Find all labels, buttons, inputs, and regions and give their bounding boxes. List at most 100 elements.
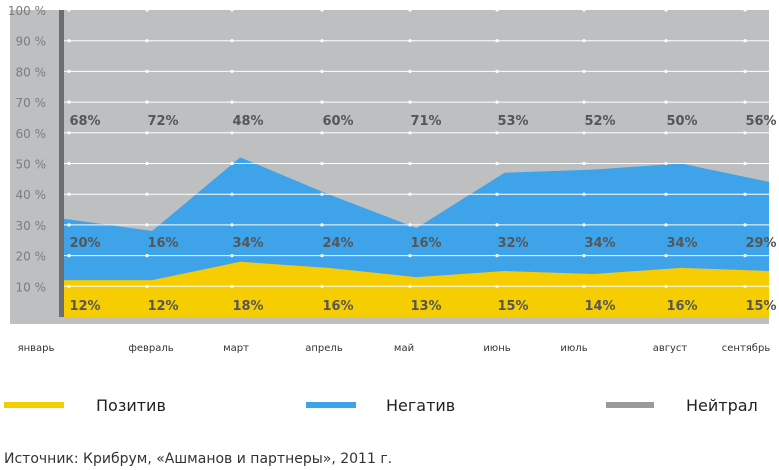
grid-dot <box>320 100 324 104</box>
grid-dot <box>320 69 324 73</box>
grid-dot <box>582 100 586 104</box>
grid-dot <box>495 223 499 227</box>
data-label: 16% <box>147 236 178 251</box>
data-label: 12% <box>147 299 178 314</box>
y-tick-label: 100 % <box>8 4 46 18</box>
legend-swatch-neutral <box>606 402 654 408</box>
grid-dot <box>743 100 747 104</box>
grid-dot <box>582 254 586 258</box>
grid-dot <box>664 100 668 104</box>
grid-dot <box>408 69 412 73</box>
grid-dot <box>408 192 412 196</box>
grid-dot <box>664 223 668 227</box>
x-tick-label: август <box>653 343 688 354</box>
source-note: Источник: Крибрум, «Ашманов и партнеры»,… <box>4 451 393 467</box>
data-label: 15% <box>497 299 528 314</box>
grid-dot <box>743 254 747 258</box>
data-label: 12% <box>69 299 100 314</box>
legend-swatch-negative <box>306 402 356 408</box>
y-tick-label: 80 % <box>16 65 47 79</box>
data-label: 24% <box>322 236 353 251</box>
x-tick-label: июль <box>560 343 587 354</box>
data-label: 16% <box>410 236 441 251</box>
grid-dot <box>495 8 499 12</box>
data-label: 52% <box>584 114 615 129</box>
data-label: 16% <box>666 299 697 314</box>
grid-dot <box>582 8 586 12</box>
legend-label-positive: Позитив <box>96 395 166 415</box>
y-axis-bar <box>59 10 64 317</box>
grid-dot <box>495 192 499 196</box>
grid-dot <box>743 284 747 288</box>
grid-dot <box>67 223 71 227</box>
grid-dot <box>145 131 149 135</box>
grid-dot <box>230 69 234 73</box>
grid-dot <box>67 161 71 166</box>
data-label: 18% <box>232 299 263 314</box>
grid-dot <box>145 254 149 258</box>
grid-dot <box>495 254 499 258</box>
grid-dot <box>145 161 149 166</box>
grid-dot <box>495 100 499 104</box>
grid-dot <box>743 8 747 12</box>
grid-dot <box>67 192 71 196</box>
x-tick-label: июнь <box>483 343 510 354</box>
y-tick-label: 70 % <box>16 96 47 110</box>
grid-dot <box>145 223 149 227</box>
grid-dot <box>230 100 234 104</box>
grid-dot <box>230 223 234 227</box>
data-label: 16% <box>322 299 353 314</box>
grid-dot <box>230 284 234 288</box>
grid-dot <box>582 39 586 43</box>
grid-dot <box>495 131 499 135</box>
data-label: 14% <box>584 299 615 314</box>
data-label: 15% <box>745 299 776 314</box>
y-tick-label: 30 % <box>16 219 47 233</box>
grid-dot <box>664 161 668 166</box>
grid-dot <box>320 39 324 43</box>
grid-dot <box>408 161 412 166</box>
grid-dot <box>320 161 324 166</box>
data-label: 34% <box>666 236 697 251</box>
grid-dot <box>67 69 71 73</box>
grid-dot <box>664 69 668 73</box>
grid-dot <box>230 192 234 196</box>
x-tick-label: сентябрь <box>722 343 771 354</box>
grid-dot <box>320 192 324 196</box>
grid-dot <box>582 223 586 227</box>
grid-dot <box>67 254 71 258</box>
x-tick-label: январь <box>18 343 55 354</box>
grid-dot <box>408 100 412 104</box>
data-label: 13% <box>410 299 441 314</box>
grid-dot <box>743 192 747 196</box>
legend-item-positive: Позитив <box>4 393 166 417</box>
data-label: 72% <box>147 114 178 129</box>
data-label: 60% <box>322 114 353 129</box>
area-series-1 <box>64 261 769 317</box>
grid-dot <box>495 284 499 288</box>
y-tick-label: 40 % <box>16 188 47 202</box>
grid-dot <box>743 161 747 166</box>
area-series-2 <box>64 157 769 281</box>
grid-dot <box>320 284 324 288</box>
y-tick-label: 60 % <box>16 127 47 141</box>
grid-dot <box>664 284 668 288</box>
grid-dot <box>230 131 234 135</box>
data-label: 29% <box>745 236 776 251</box>
grid-dot <box>408 254 412 258</box>
grid-dot <box>664 192 668 196</box>
grid-dot <box>320 254 324 258</box>
x-tick-label: февраль <box>128 343 173 354</box>
grid-dot <box>582 69 586 73</box>
grid-dot <box>495 161 499 166</box>
grid-dot <box>408 8 412 12</box>
data-label: 32% <box>497 236 528 251</box>
x-tick-label: апрель <box>305 343 343 354</box>
grid-dot <box>67 100 71 104</box>
grid-dot <box>230 161 234 166</box>
grid-dot <box>664 254 668 258</box>
data-label: 56% <box>745 114 776 129</box>
y-tick-label: 50 % <box>16 158 47 172</box>
grid-dot <box>743 69 747 73</box>
